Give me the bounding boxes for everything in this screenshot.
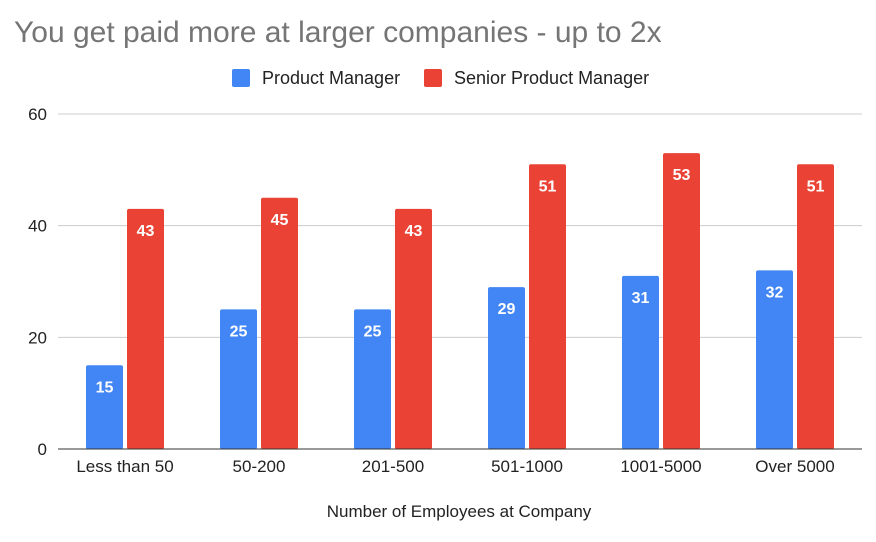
bar-senior-product-manager — [663, 153, 700, 450]
x-tick-label: Over 5000 — [755, 457, 834, 476]
legend: Product Manager Senior Product Manager — [232, 68, 649, 88]
legend-label-senior-product-manager: Senior Product Manager — [454, 68, 649, 88]
bar-value-label: 25 — [230, 323, 248, 340]
gridlines — [58, 113, 862, 338]
bar-senior-product-manager — [797, 164, 834, 449]
bar-product-manager — [354, 309, 391, 449]
x-tick-label: 1001-5000 — [620, 457, 701, 476]
chart-title: You get paid more at larger companies - … — [14, 16, 662, 49]
bar-value-label: 45 — [271, 212, 289, 229]
bar-product-manager — [488, 287, 525, 449]
x-tick-label: 501-1000 — [491, 457, 563, 476]
bar-labels: 15 43 25 45 25 43 29 51 31 53 32 51 — [96, 167, 825, 396]
bar-senior-product-manager — [127, 208, 164, 449]
y-tick-label: 60 — [28, 105, 47, 124]
y-axis-ticks: 0 20 40 60 — [28, 105, 47, 459]
bar-value-label: 29 — [498, 301, 516, 318]
bar-product-manager — [756, 270, 793, 449]
bar-value-label: 53 — [673, 167, 691, 184]
bar-value-label: 32 — [766, 284, 784, 301]
legend-swatch-product-manager — [232, 69, 250, 87]
bar-value-label: 43 — [137, 223, 155, 240]
bar-senior-product-manager — [529, 164, 566, 449]
x-axis-title: Number of Employees at Company — [327, 502, 592, 521]
legend-label-product-manager: Product Manager — [262, 68, 400, 88]
x-axis-ticks: Less than 50 50-200 201-500 501-1000 1001-50… — [76, 457, 834, 476]
x-tick-label: 50-200 — [233, 457, 286, 476]
bar-product-manager — [220, 309, 257, 449]
y-tick-label: 0 — [38, 440, 47, 459]
bar-value-label: 31 — [632, 290, 650, 307]
bars — [86, 153, 834, 450]
bar-value-label: 51 — [539, 178, 557, 195]
bar-value-label: 51 — [807, 178, 825, 195]
y-tick-label: 20 — [28, 328, 47, 347]
bar-senior-product-manager — [261, 197, 298, 449]
y-tick-label: 40 — [28, 217, 47, 236]
x-tick-label: 201-500 — [362, 457, 424, 476]
bar-value-label: 15 — [96, 379, 114, 396]
bar-product-manager — [86, 365, 123, 449]
bar-senior-product-manager — [395, 208, 432, 449]
bar-product-manager — [622, 275, 659, 449]
bar-value-label: 43 — [405, 223, 423, 240]
x-tick-label: Less than 50 — [76, 457, 173, 476]
bar-value-label: 25 — [364, 323, 382, 340]
legend-swatch-senior-product-manager — [424, 69, 442, 87]
